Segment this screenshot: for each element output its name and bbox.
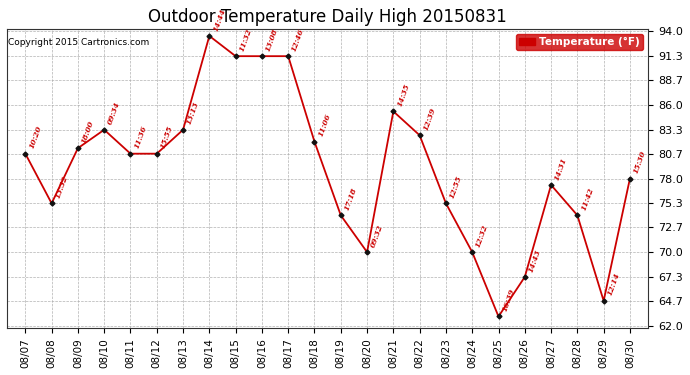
Text: 12:32: 12:32: [474, 223, 490, 248]
Legend: Temperature (°F): Temperature (°F): [516, 34, 643, 50]
Text: 12:55: 12:55: [448, 174, 464, 200]
Text: 11:36: 11:36: [132, 125, 148, 150]
Text: 13:08: 13:08: [264, 27, 279, 53]
Text: Copyright 2015 Cartronics.com: Copyright 2015 Cartronics.com: [8, 38, 149, 46]
Text: 11:06: 11:06: [317, 113, 333, 138]
Text: 14:43: 14:43: [527, 248, 542, 273]
Text: 11:32: 11:32: [238, 27, 253, 53]
Text: 12:14: 12:14: [606, 272, 622, 297]
Text: 14:31: 14:31: [553, 156, 569, 181]
Text: 09:32: 09:32: [369, 223, 385, 248]
Text: 15:30: 15:30: [632, 150, 648, 175]
Text: 17:18: 17:18: [343, 186, 359, 211]
Text: 14:44: 14:44: [211, 7, 227, 32]
Text: 18:00: 18:00: [80, 119, 96, 144]
Text: 12:39: 12:39: [422, 106, 437, 132]
Text: 13:32: 13:32: [54, 174, 70, 200]
Text: 12:46: 12:46: [290, 27, 306, 53]
Text: 14:35: 14:35: [395, 82, 411, 108]
Text: 09:34: 09:34: [106, 101, 122, 126]
Title: Outdoor Temperature Daily High 20150831: Outdoor Temperature Daily High 20150831: [148, 8, 507, 26]
Text: 15:55: 15:55: [159, 125, 175, 150]
Text: 13:13: 13:13: [185, 101, 201, 126]
Text: 16:39: 16:39: [501, 288, 516, 313]
Text: 11:42: 11:42: [580, 186, 595, 211]
Text: 10:20: 10:20: [28, 125, 43, 150]
